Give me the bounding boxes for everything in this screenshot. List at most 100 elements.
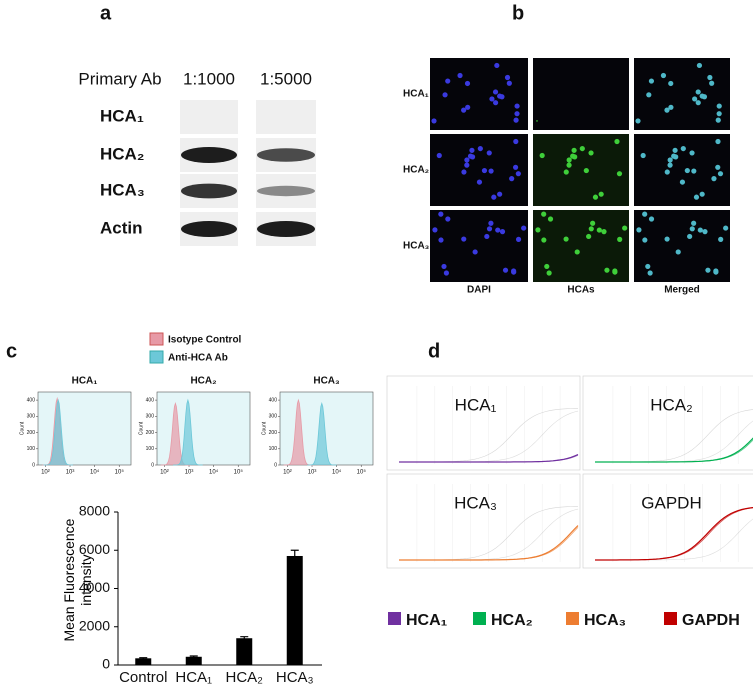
panel-label: a [100,2,112,24]
cell [489,96,495,102]
error-bar [139,657,148,659]
cell [684,167,690,174]
cell [563,236,569,242]
row-label: HCA₃ [403,241,430,252]
x-tick-label: 10² [41,470,50,476]
cell [723,225,729,231]
panel-label: c [6,340,17,362]
cell [695,100,701,106]
cell [635,118,641,124]
cell [513,117,519,123]
cell [544,263,550,270]
cell [668,80,674,87]
histogram [173,398,203,466]
column-label: DAPI [467,285,491,296]
cell [588,150,594,156]
legend-swatch [388,612,401,625]
cell [495,227,501,233]
cell [541,211,547,217]
y-axis-label: Count [19,421,25,435]
cell [601,229,607,235]
cell [590,220,596,226]
cell [536,120,538,122]
x-tick-label: 10⁴ [209,469,219,476]
row-label: HCA₂ [100,144,144,163]
cell [438,211,444,217]
cell [636,227,642,233]
plot-area [386,473,581,569]
band [257,148,315,162]
row-label: HCA₂ [403,165,429,176]
cell [647,270,653,276]
amplification-curve [399,527,579,561]
cell [504,74,511,81]
blot [256,100,316,134]
cell [467,153,474,159]
cell [502,267,509,273]
cell [438,237,444,243]
cell [481,167,488,174]
header: Primary Ab [78,69,161,88]
cell [622,225,628,231]
plot-area [582,375,753,471]
plot-title: HCA₁ [72,376,98,387]
cell [695,89,701,95]
cell [642,237,648,243]
plot-title: HCA₁ [455,395,497,414]
histogram [307,402,337,466]
cell [707,74,713,81]
cell [488,168,494,174]
cell [596,227,602,233]
cell [570,153,576,159]
cell [493,100,499,106]
plot-title: HCA₃ [313,376,340,387]
cell [592,194,599,200]
legend-swatch [664,612,677,625]
cell [472,249,478,255]
legend-swatch [473,612,486,625]
legend-label: HCA₂ [491,612,533,629]
micrograph [430,134,528,206]
cell [715,138,721,145]
x-tick-label: 10⁴ [332,469,342,476]
cell [461,107,467,113]
cell [461,236,467,242]
cell [431,118,437,124]
error-bar [189,655,198,658]
cell [461,169,467,175]
legend-swatch [149,350,164,364]
cell [486,226,493,232]
cell [598,191,604,197]
x-tick-label: 10³ [66,470,75,476]
x-tick-label: 10² [160,470,169,476]
legend-label: Anti-HCA Ab [168,353,228,364]
histogram [43,398,73,466]
y-tick-label: 200 [27,430,36,436]
bar [286,555,303,665]
cell [484,233,490,240]
cell [705,267,711,273]
band [257,221,315,237]
column-label: Merged [664,285,700,296]
band [181,147,237,163]
cell [535,227,541,233]
y-tick-label: 200 [269,430,278,436]
legend-swatch [149,332,164,346]
cell [499,94,505,100]
bar [236,638,253,665]
cell [465,104,471,110]
cell [716,103,722,109]
cell [642,211,648,217]
cell [509,176,515,182]
y-tick-label: 400 [27,397,36,403]
panel-label: b [512,2,524,24]
y-tick-label: 400 [146,397,155,403]
legend-label: HCA₃ [584,612,626,629]
cell [671,153,677,159]
y-tick-label: 0 [274,462,277,468]
cell [476,179,483,185]
plot-title: HCA₃ [454,493,497,512]
cell [616,171,623,177]
y-tick-label: 8000 [79,503,110,519]
cell [664,107,670,113]
